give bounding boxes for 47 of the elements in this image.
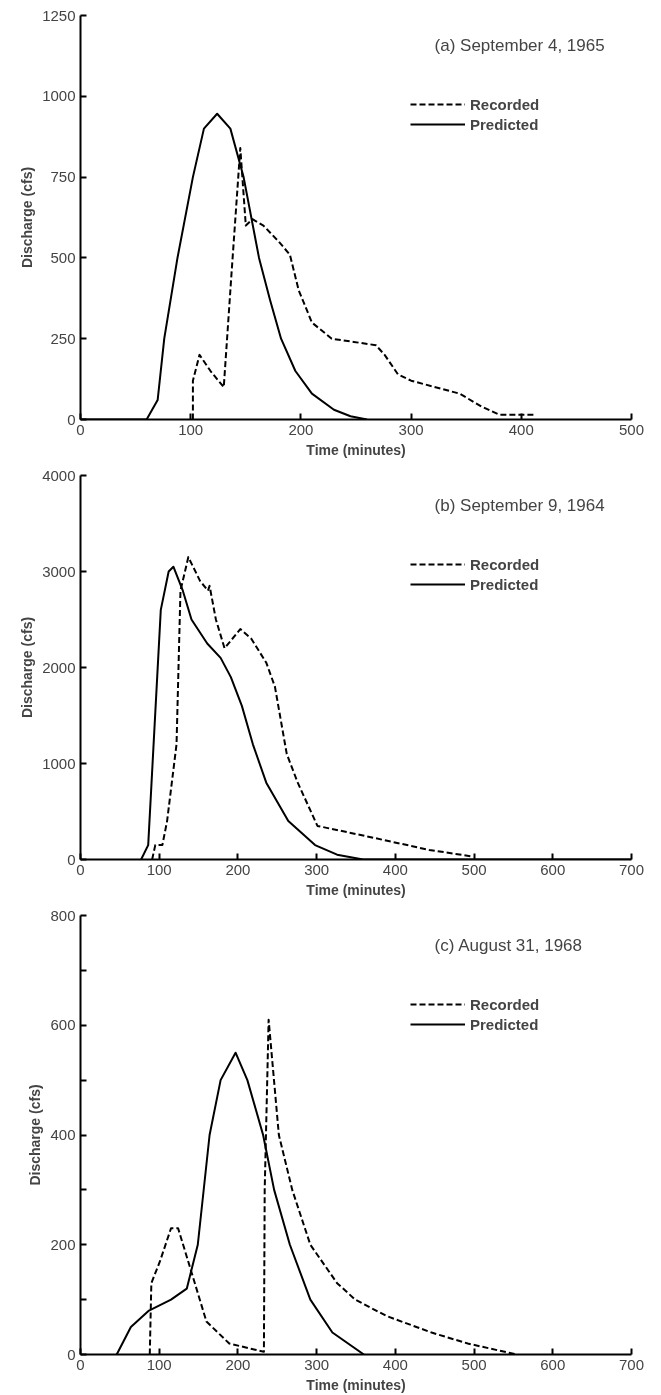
x-tick-label: 100 <box>146 1355 172 1373</box>
legend-label: Recorded <box>470 95 540 113</box>
x-tick-label: 600 <box>540 1355 566 1373</box>
x-tick-label: 500 <box>461 1355 487 1373</box>
text: (a) September 4, 1965 <box>434 35 605 55</box>
x-tick-label: 100 <box>146 860 172 878</box>
x-tick-label: 500 <box>461 860 487 878</box>
x-tick-label: 700 <box>618 860 645 878</box>
y-tick-label: 1250 <box>42 6 76 24</box>
x-tick-label: 600 <box>540 860 566 878</box>
y-tick-label: 600 <box>50 1016 76 1034</box>
y-tick-label: 1000 <box>42 87 76 105</box>
x-tick-label: 300 <box>304 1355 330 1373</box>
y-tick-label: 500 <box>50 248 76 266</box>
legend-label: Predicted <box>470 575 539 593</box>
x-tick-label: 200 <box>288 420 314 438</box>
x-tick-label: 400 <box>508 420 534 438</box>
x-tick-label: 300 <box>304 860 330 878</box>
y-axis-title: Discharge (cfs) <box>27 1084 44 1186</box>
y-tick-label: 400 <box>50 1126 76 1143</box>
y-tick-label: 800 <box>50 906 76 924</box>
legend-label: Recorded <box>470 995 540 1013</box>
x-tick-label: 300 <box>398 420 424 438</box>
x-tick-label: 400 <box>382 860 408 878</box>
legend-label: Predicted <box>470 1015 539 1033</box>
x-tick-label: 100 <box>178 420 204 438</box>
x-tick-label: 500 <box>618 420 645 438</box>
y-tick-label: 200 <box>50 1235 76 1253</box>
y-axis-title: Discharge (cfs) <box>19 616 36 719</box>
x-tick-label: 400 <box>382 1355 408 1373</box>
y-tick-label: 250 <box>50 329 76 347</box>
x-axis-title: Time (minutes) <box>306 881 406 898</box>
y-tick-label: 2000 <box>42 658 76 676</box>
legend-label: Recorded <box>470 555 540 573</box>
legend-label: Predicted <box>470 115 539 133</box>
y-tick-label: 4000 <box>42 466 76 484</box>
x-tick-label: 200 <box>225 1355 251 1373</box>
x-tick-label: 700 <box>618 1355 645 1373</box>
y-tick-label: 1000 <box>42 754 76 772</box>
y-axis-title: Discharge (cfs) <box>19 166 36 269</box>
x-tick-label: 200 <box>225 860 251 878</box>
x-axis-title: Time (minutes) <box>306 441 406 458</box>
text: (c) August 31, 1968 <box>434 935 583 955</box>
text: (b) September 9, 1964 <box>434 495 605 515</box>
x-axis-title: Time (minutes) <box>306 1376 406 1393</box>
y-tick-label: 750 <box>50 168 76 186</box>
y-tick-label: 3000 <box>42 562 76 580</box>
